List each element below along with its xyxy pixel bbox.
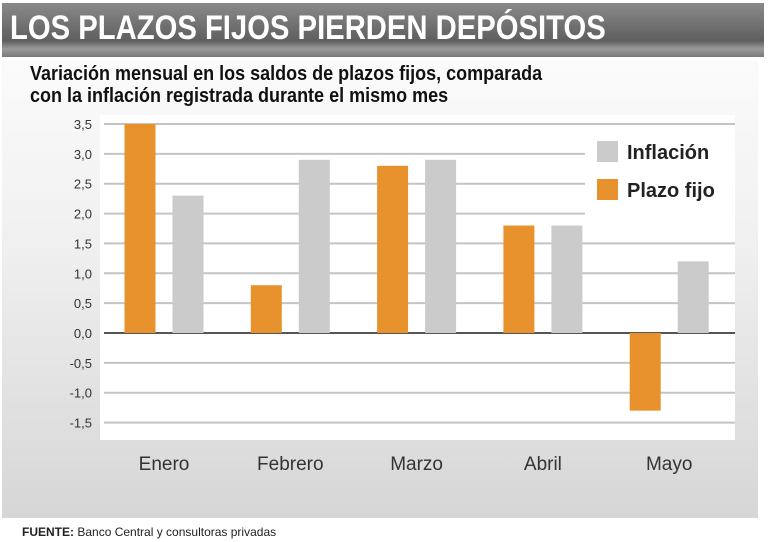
source-text: Banco Central y consultoras privadas: [77, 525, 277, 539]
bar-plazo-fijo: [250, 285, 282, 333]
y-tick-label: 3,0: [74, 147, 92, 162]
x-category-label: Mayo: [646, 454, 692, 475]
bar-plazo-fijo: [629, 333, 661, 411]
legend-swatch: [597, 179, 618, 200]
chart-subtitle: Variación mensual en los saldos de plazo…: [30, 63, 542, 107]
y-tick-label: -1,5: [70, 416, 92, 431]
source-note: FUENTE: Banco Central y consultoras priv…: [22, 525, 276, 539]
bar-plazo-fijo: [503, 225, 535, 333]
title-bar: LOS PLAZOS FIJOS PIERDEN DEPÓSITOS: [2, 3, 764, 57]
subtitle-line-2: con la inflación registrada durante el m…: [30, 85, 449, 107]
x-category-label: Enero: [139, 454, 190, 475]
y-tick-label: 3,5: [74, 117, 92, 132]
bar-inflación: [551, 225, 583, 333]
bar-inflación: [298, 159, 330, 333]
y-tick-label: -0,5: [70, 356, 92, 371]
bar-inflación: [677, 261, 709, 333]
legend-label: Inflación: [627, 142, 709, 164]
y-tick-label: 0,0: [74, 326, 92, 341]
y-tick-label: 2,0: [74, 207, 92, 222]
x-category-label: Abril: [524, 454, 562, 475]
source-label: FUENTE:: [22, 525, 74, 539]
bar-plazo-fijo: [124, 124, 156, 333]
legend-swatch: [597, 141, 618, 162]
bar-plazo-fijo: [377, 165, 409, 333]
subtitle-line-1: Variación mensual en los saldos de plazo…: [30, 63, 543, 85]
legend-label: Plazo fijo: [627, 180, 715, 202]
bar-inflación: [172, 195, 204, 333]
x-category-label: Marzo: [390, 454, 443, 475]
y-tick-label: -1,0: [70, 386, 92, 401]
y-tick-label: 0,5: [74, 296, 92, 311]
bar-inflación: [425, 159, 457, 333]
y-tick-label: 2,5: [74, 177, 92, 192]
y-tick-label: 1,0: [74, 266, 92, 281]
page-title: LOS PLAZOS FIJOS PIERDEN DEPÓSITOS: [10, 9, 606, 47]
x-category-label: Febrero: [257, 454, 324, 475]
y-tick-label: 1,5: [74, 236, 92, 251]
